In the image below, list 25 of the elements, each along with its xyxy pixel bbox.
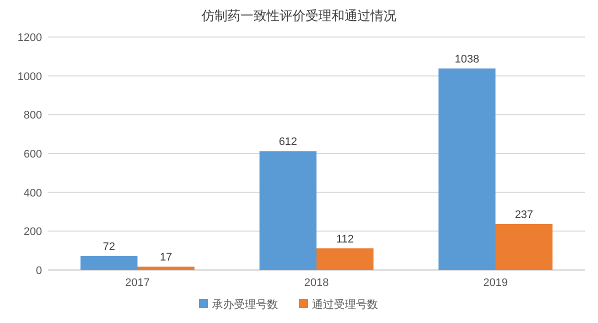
y-tick-label: 1000 (18, 70, 42, 83)
y-tick-label: 200 (24, 226, 42, 238)
bar (80, 256, 138, 270)
chart-title: 仿制药一致性评价受理和通过情况 (200, 8, 396, 23)
legend-label: 通过受理号数 (312, 298, 378, 311)
x-tick-label: 2018 (304, 277, 329, 289)
bar (316, 248, 374, 270)
y-tick-label: 400 (24, 187, 42, 200)
bar (496, 224, 552, 270)
y-tick-label: 600 (24, 148, 42, 160)
data-label: 17 (160, 252, 172, 264)
legend-label: 承办受理号数 (212, 298, 278, 311)
data-label: 612 (278, 136, 298, 148)
bar (260, 151, 316, 270)
data-label: 72 (102, 241, 116, 254)
x-tick-label: 2019 (483, 277, 508, 289)
bar (438, 68, 496, 270)
bar (138, 266, 194, 270)
y-tick-label: 1200 (18, 32, 42, 44)
y-tick-label: 800 (24, 110, 42, 122)
y-tick-label: 0 (36, 265, 42, 277)
data-label: 237 (514, 208, 534, 221)
data-label: 112 (336, 233, 354, 246)
x-tick-label: 2017 (125, 277, 150, 289)
data-label: 1038 (454, 53, 480, 66)
